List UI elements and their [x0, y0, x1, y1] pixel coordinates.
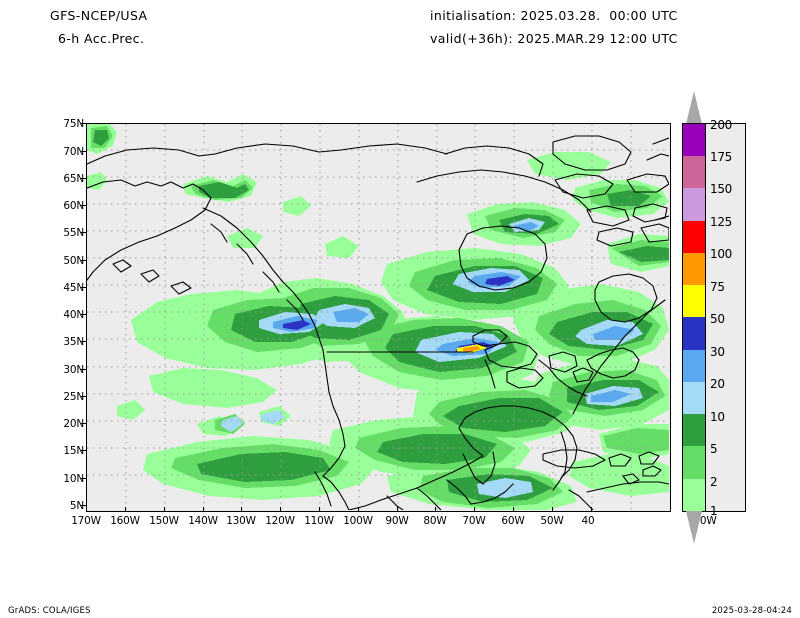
colorbar-label-30: 30 — [710, 345, 725, 359]
y-tick-mark — [81, 178, 86, 179]
precipitation-map — [86, 123, 671, 512]
x-tick-mark — [358, 507, 359, 512]
x-tick-label-170w: 170W — [71, 515, 101, 527]
colorbar-label-125: 125 — [710, 215, 733, 229]
graticule-gridlines — [87, 124, 669, 510]
y-tick-mark — [81, 232, 86, 233]
y-tick-mark — [81, 505, 86, 506]
model-name-label: GFS-NCEP/USA — [50, 8, 148, 23]
y-tick-mark — [81, 369, 86, 370]
x-tick-mark — [86, 507, 87, 512]
y-tick-label-65n: 65N — [63, 173, 84, 185]
colorbar-label-75: 75 — [710, 280, 725, 294]
y-tick-mark — [81, 205, 86, 206]
y-tick-label-55n: 55N — [63, 227, 84, 239]
x-tick-mark — [164, 507, 165, 512]
y-tick-label-20n: 20N — [63, 418, 84, 430]
map-plot-svg — [87, 124, 669, 510]
x-tick-label-70w: 70W — [462, 515, 486, 527]
colorbar-label-2: 2 — [710, 475, 718, 489]
map-canvas — [87, 124, 670, 511]
y-tick-label-5n: 5N — [69, 500, 84, 512]
colorbar-label-100: 100 — [710, 247, 733, 261]
x-tick-label-80w: 80W — [423, 515, 447, 527]
y-tick-label-40n: 40N — [63, 309, 84, 321]
y-tick-mark — [81, 478, 86, 479]
x-tick-mark — [125, 507, 126, 512]
x-tick-mark — [474, 507, 475, 512]
colorbar-label-10: 10 — [710, 410, 725, 424]
y-tick-mark — [81, 260, 86, 261]
y-tick-label-75n: 75N — [63, 118, 84, 130]
x-tick-mark — [241, 507, 242, 512]
y-tick-label-50n: 50N — [63, 255, 84, 267]
colorbar-label-150: 150 — [710, 182, 733, 196]
coastline-overlay — [87, 135, 669, 510]
precipitation-colorbar[interactable] — [682, 123, 706, 512]
colorbar-label-1: 1 — [710, 504, 718, 518]
x-tick-label-110w: 110W — [304, 515, 334, 527]
x-tick-mark — [203, 507, 204, 512]
colorbar-label-200: 200 — [710, 118, 733, 132]
y-tick-mark — [81, 423, 86, 424]
y-tick-mark — [81, 151, 86, 152]
generation-timestamp: 2025-03-28-04:24 — [711, 606, 792, 616]
colorbar-segment-100-125[interactable] — [683, 220, 705, 253]
x-tick-label-100w: 100W — [343, 515, 373, 527]
y-tick-label-25n: 25N — [63, 391, 84, 403]
x-tick-label-130w: 130W — [226, 515, 256, 527]
colorbar-label-50: 50 — [710, 312, 725, 326]
source-attribution: GrADS: COLA/IGES — [8, 606, 91, 616]
y-tick-mark — [81, 314, 86, 315]
y-tick-label-10n: 10N — [63, 473, 84, 485]
y-tick-mark — [81, 123, 86, 124]
x-tick-mark — [591, 507, 592, 512]
colorbar-segment-75-100[interactable] — [683, 252, 705, 286]
colorbar-segment-30-50[interactable] — [683, 317, 705, 350]
x-tick-label-50w: 50W — [540, 515, 564, 527]
colorbar-segment-50-75[interactable] — [683, 285, 705, 318]
x-tick-label-90w: 90W — [385, 515, 409, 527]
colorbar-label-175: 175 — [710, 150, 733, 164]
colorbar-segment-20-30[interactable] — [683, 349, 705, 382]
colorbar-segment-125-150[interactable] — [683, 188, 705, 221]
precipitation-shading — [87, 124, 669, 510]
colorbar-overflow-arrow-bottom — [686, 511, 702, 544]
y-tick-mark — [81, 396, 86, 397]
valid-time-label: valid(+36h): 2025.MAR.29 12:00 UTC — [430, 31, 678, 46]
x-tick-mark — [552, 507, 553, 512]
x-tick-label-140w: 140W — [188, 515, 218, 527]
y-tick-label-60n: 60N — [63, 200, 84, 212]
colorbar-label-5: 5 — [710, 442, 718, 456]
colorbar-segment-175-200[interactable] — [683, 124, 705, 157]
colorbar-label-20: 20 — [710, 377, 725, 391]
colorbar-segment-2-5[interactable] — [683, 446, 705, 479]
x-tick-mark — [397, 507, 398, 512]
y-tick-mark — [81, 287, 86, 288]
x-tick-mark — [513, 507, 514, 512]
y-tick-label-70n: 70N — [63, 146, 84, 158]
initialisation-label: initialisation: 2025.03.28. 00:00 UTC — [430, 8, 678, 23]
y-tick-label-35n: 35N — [63, 336, 84, 348]
colorbar-segment-1-2[interactable] — [683, 478, 705, 511]
colorbar-overflow-arrow-top — [686, 91, 702, 124]
x-tick-label-40w: 40 — [581, 515, 595, 527]
x-tick-label-60w: 60W — [501, 515, 525, 527]
x-tick-mark — [280, 507, 281, 512]
colorbar-frame — [706, 123, 746, 512]
colorbar-segment-10-20[interactable] — [683, 381, 705, 415]
y-tick-mark — [81, 450, 86, 451]
x-tick-label-120w: 120W — [265, 515, 295, 527]
x-tick-mark — [319, 507, 320, 512]
x-tick-label-160w: 160W — [110, 515, 140, 527]
y-tick-mark — [81, 341, 86, 342]
colorbar-segment-150-175[interactable] — [683, 156, 705, 189]
colorbar-segment-5-10[interactable] — [683, 414, 705, 447]
y-tick-label-45n: 45N — [63, 282, 84, 294]
y-tick-label-30n: 30N — [63, 364, 84, 376]
x-tick-label-150w: 150W — [149, 515, 179, 527]
field-name-label: 6-h Acc.Prec. — [58, 31, 145, 46]
y-tick-label-15n: 15N — [63, 445, 84, 457]
x-tick-mark — [435, 507, 436, 512]
